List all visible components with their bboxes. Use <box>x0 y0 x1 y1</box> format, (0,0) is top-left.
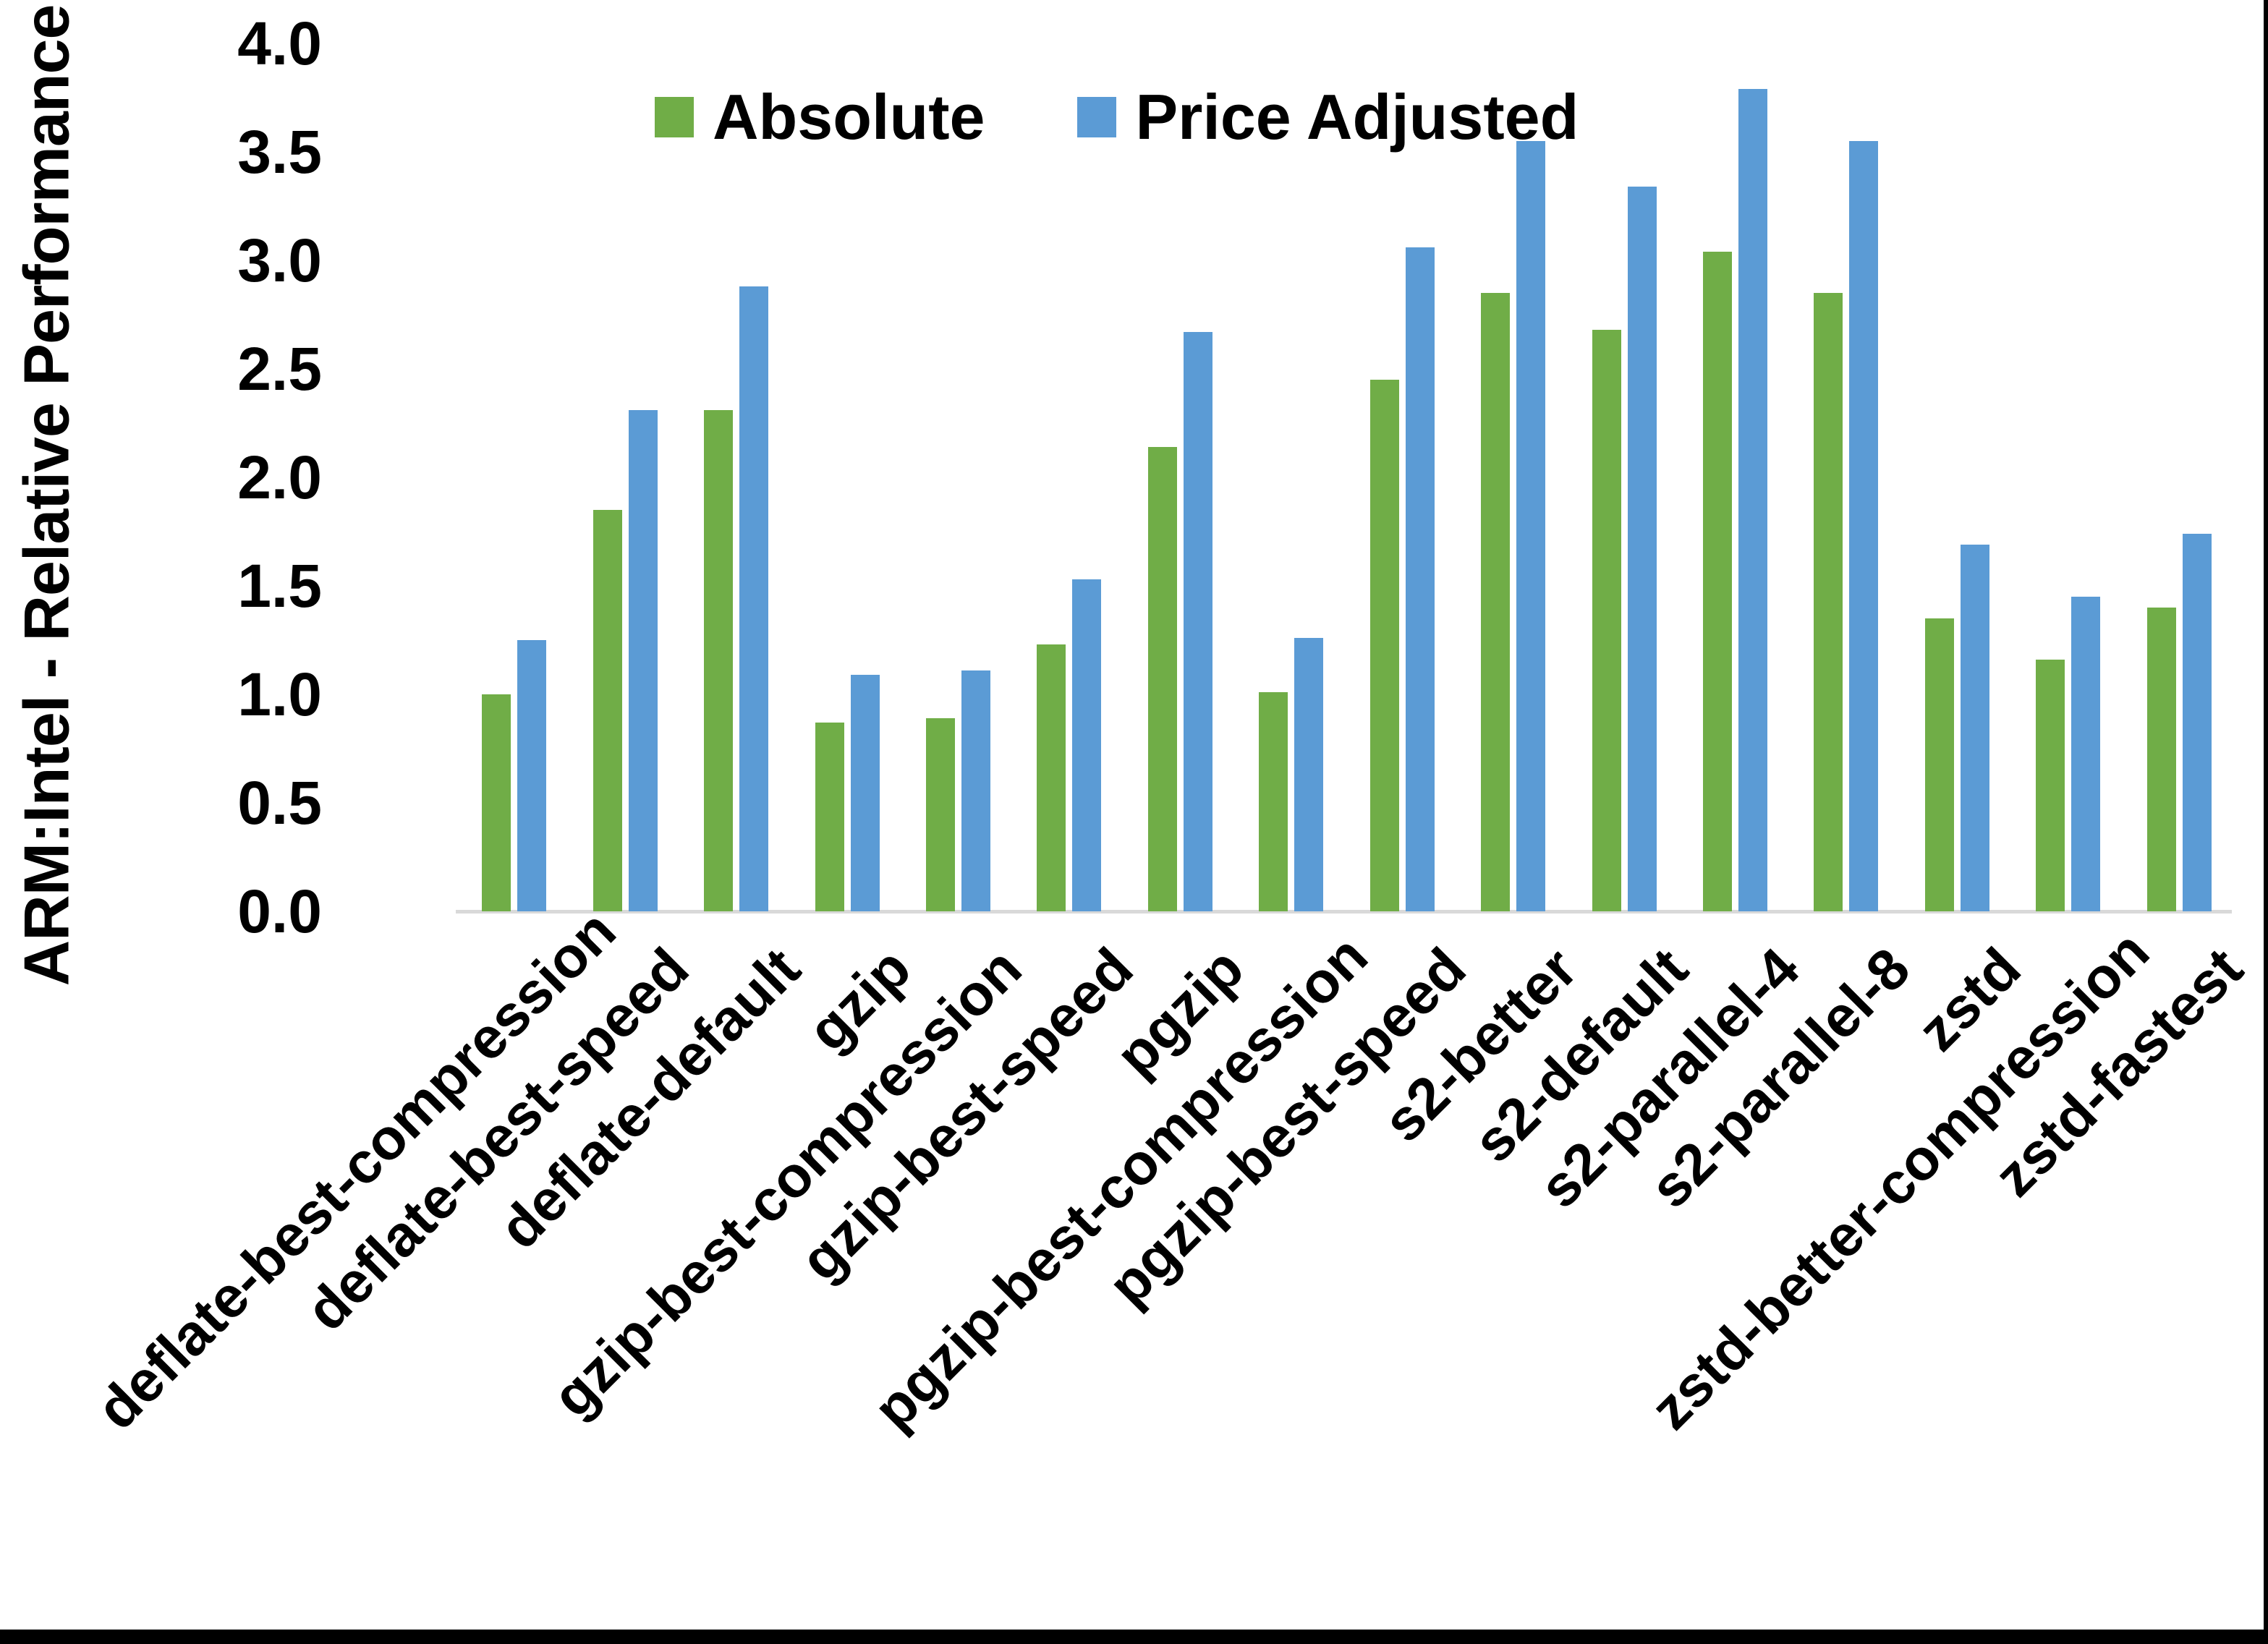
y-tick-label: 0.5 <box>237 769 322 837</box>
bar-absolute <box>1259 692 1288 911</box>
bar-absolute <box>1925 618 1954 911</box>
y-tick-label: 3.0 <box>237 226 322 294</box>
bar-absolute <box>1481 293 1510 911</box>
y-tick-label: 0.0 <box>237 877 322 945</box>
bottom-frame-bar <box>0 1630 2268 1644</box>
bar-price-adjusted <box>2183 534 2212 911</box>
bar-price-adjusted <box>1738 89 1767 911</box>
bar-absolute <box>2147 608 2176 911</box>
bar-price-adjusted <box>961 670 990 911</box>
bar-price-adjusted <box>1072 579 1101 911</box>
bar-price-adjusted <box>851 675 880 911</box>
right-frame-border <box>2264 0 2268 1644</box>
bar-price-adjusted <box>1294 638 1323 911</box>
legend-item-absolute: Absolute <box>655 85 985 149</box>
bar-absolute <box>1148 447 1177 911</box>
bar-price-adjusted <box>1849 141 1878 911</box>
bar-absolute <box>1370 380 1399 911</box>
x-axis-line <box>456 910 2232 913</box>
bar-absolute <box>2036 660 2065 911</box>
bar-absolute <box>815 723 844 911</box>
bar-absolute <box>593 510 622 911</box>
bar-absolute <box>1037 644 1066 911</box>
y-tick-label: 2.0 <box>237 443 322 511</box>
bar-price-adjusted <box>1628 187 1657 911</box>
legend-swatch-absolute-icon <box>655 97 694 137</box>
bar-price-adjusted <box>1184 332 1212 911</box>
bar-price-adjusted <box>2071 597 2100 911</box>
legend: Absolute Price Adjusted <box>655 85 1579 149</box>
bar-price-adjusted <box>739 286 768 911</box>
bar-absolute <box>1814 293 1843 911</box>
bar-price-adjusted <box>1516 141 1545 911</box>
legend-swatch-price-adjusted-icon <box>1077 97 1117 137</box>
bar-price-adjusted <box>1961 545 1989 911</box>
y-tick-label: 2.5 <box>237 335 322 403</box>
bar-absolute <box>482 694 511 911</box>
y-tick-label: 1.0 <box>237 660 322 728</box>
bar-price-adjusted <box>517 640 546 911</box>
bar-absolute <box>1592 330 1621 911</box>
legend-label-price-adjusted: Price Adjusted <box>1135 81 1579 153</box>
bar-price-adjusted <box>629 410 658 911</box>
y-axis-title: ARM:Intel - Relative Performance <box>10 4 82 987</box>
y-tick-label: 1.5 <box>237 552 322 620</box>
legend-label-absolute: Absolute <box>713 81 985 153</box>
bar-absolute <box>1703 252 1732 911</box>
bar-absolute <box>704 410 733 911</box>
bar-price-adjusted <box>1406 247 1435 911</box>
y-axis-title-box: ARM:Intel - Relative Performance <box>4 5 88 987</box>
bar-absolute <box>926 718 955 911</box>
legend-item-price-adjusted: Price Adjusted <box>1077 85 1579 149</box>
y-tick-label: 4.0 <box>237 9 322 77</box>
y-tick-label: 3.5 <box>237 118 322 186</box>
